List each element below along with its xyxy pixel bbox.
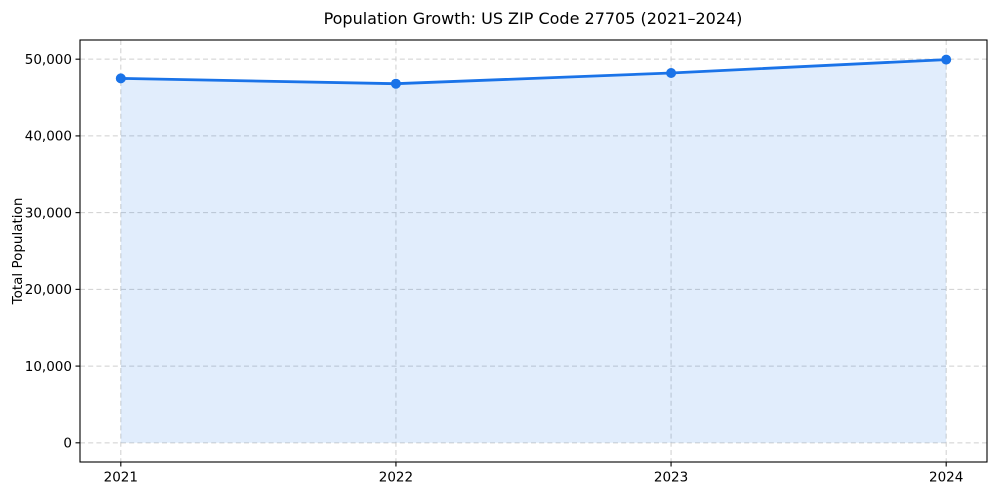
y-tick-label: 50,000 bbox=[25, 52, 72, 68]
series-layer bbox=[115, 54, 952, 443]
y-axis-label: Total Population bbox=[10, 198, 26, 306]
data-point-marker bbox=[115, 73, 126, 84]
axes-frame bbox=[79, 39, 988, 463]
data-point-marker bbox=[390, 78, 401, 89]
y-tick-label: 20,000 bbox=[25, 282, 72, 298]
population-line bbox=[119, 58, 948, 86]
y-tick-label: 40,000 bbox=[25, 129, 72, 145]
x-tick-label: 2024 bbox=[929, 470, 963, 486]
y-tick-label: 0 bbox=[63, 436, 72, 452]
data-point-marker bbox=[941, 54, 952, 65]
x-tick-label: 2021 bbox=[104, 470, 138, 486]
x-tick-label: 2023 bbox=[654, 470, 688, 486]
x-tick-label: 2022 bbox=[379, 470, 413, 486]
grid-layer bbox=[80, 40, 987, 462]
axes-layer: 0 10,000 20,000 30,000 40,000 50,000 2021 2022 2… bbox=[25, 39, 988, 486]
y-tick-label: 10,000 bbox=[25, 359, 72, 375]
chart-title: Population Growth: US ZIP Code 27705 (20… bbox=[324, 9, 743, 28]
data-point-marker bbox=[666, 68, 677, 78]
area-fill bbox=[120, 59, 947, 443]
y-tick-label: 30,000 bbox=[25, 205, 72, 221]
